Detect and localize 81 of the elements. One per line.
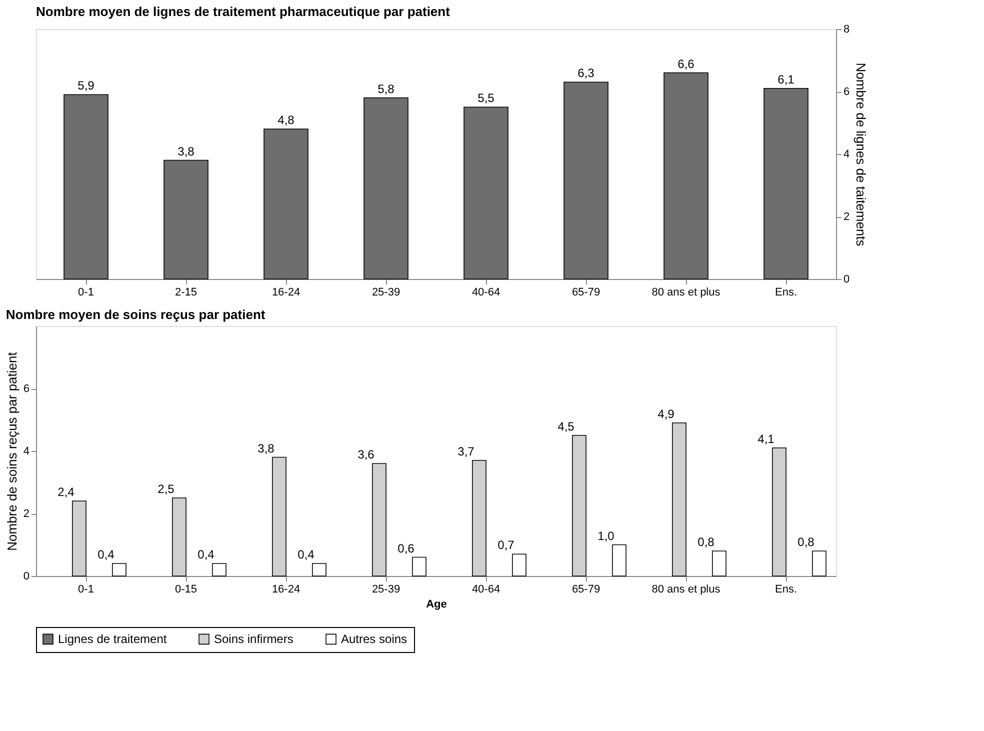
bar — [364, 97, 408, 280]
bar — [272, 456, 286, 576]
bar — [164, 160, 208, 280]
data-label: 0,4 — [198, 548, 215, 562]
chart-title: Nombre moyen de lignes de traitement pharmaceutique par patient — [36, 4, 451, 19]
bar — [72, 500, 86, 576]
data-label: 0,4 — [98, 548, 115, 562]
y-axis-title: Nombre de soins reçus par patient — [4, 352, 20, 551]
x-tick-label: 80 ans et plus — [652, 584, 721, 596]
x-tick-label: 16-24 — [272, 584, 300, 596]
bar — [172, 497, 186, 576]
data-label: 5,8 — [378, 82, 395, 96]
data-label: 3,8 — [258, 441, 275, 456]
data-label: 0,7 — [498, 538, 515, 552]
data-label: 4,8 — [278, 113, 295, 127]
bar — [712, 550, 726, 576]
x-tick-label: 40-64 — [472, 584, 500, 596]
y-tick-label: 0 — [23, 570, 30, 582]
y2-tick-label: 0 — [844, 274, 850, 286]
data-label: 6,3 — [578, 66, 595, 80]
data-label: 2,4 — [58, 485, 75, 499]
bar — [612, 544, 626, 576]
data-label: 5,5 — [478, 91, 495, 106]
data-label: 2,5 — [158, 482, 175, 496]
bar — [564, 82, 608, 280]
chart-title: Nombre moyen de soins reçus par patient — [6, 307, 266, 322]
bar — [412, 556, 426, 576]
x-tick-label: Ens. — [774, 286, 798, 298]
legend-label: Lignes de traitement — [58, 632, 168, 646]
y2-axis-title: Nombre de lignes de taitements — [854, 62, 869, 247]
x-tick-label: 0-1 — [78, 286, 94, 298]
x-tick-label: 80 ans et plus — [652, 286, 721, 298]
y-tick-label: 6 — [23, 383, 30, 395]
data-label: 6,6 — [678, 56, 695, 71]
y2-tick-label: 4 — [844, 148, 850, 160]
y-tick-label: 4 — [23, 446, 30, 458]
data-label: 3,6 — [358, 448, 375, 462]
data-label: 5,9 — [78, 78, 95, 93]
bar — [112, 563, 126, 576]
x-tick-label: 40-64 — [472, 286, 500, 298]
y2-tick-label: 2 — [844, 211, 850, 223]
data-label: 3,7 — [458, 444, 475, 458]
x-axis-title: Age — [426, 598, 447, 610]
x-tick-label: 0-1 — [78, 584, 94, 596]
legend-label: Soins infirmers — [214, 632, 294, 646]
data-label: 4,1 — [758, 432, 775, 446]
x-tick-label: 25-39 — [372, 584, 400, 596]
bar — [512, 554, 526, 576]
y2-tick-label: 8 — [844, 24, 850, 36]
bar — [764, 88, 808, 280]
data-label: 0,6 — [398, 541, 415, 556]
bar — [664, 72, 708, 280]
data-label: 3,8 — [178, 144, 195, 158]
data-label: 0,8 — [698, 535, 715, 549]
bar — [312, 563, 326, 576]
y-tick-label: 2 — [23, 508, 30, 520]
data-label: 4,5 — [558, 419, 575, 434]
data-label: 1,0 — [598, 528, 615, 543]
y2-tick-label: 6 — [844, 86, 850, 98]
x-tick-label: 25-39 — [372, 286, 400, 298]
data-label: 6,1 — [778, 72, 795, 86]
x-tick-label: 65-79 — [572, 286, 600, 298]
bar — [264, 128, 308, 280]
x-tick-label: 2-15 — [174, 286, 198, 298]
data-label: 0,4 — [298, 548, 315, 562]
bar — [212, 563, 226, 576]
bar — [372, 463, 386, 576]
bar — [572, 434, 586, 576]
data-label: 0,8 — [798, 535, 815, 549]
x-tick-label: 65-79 — [572, 584, 600, 596]
bar — [772, 447, 786, 576]
bar — [64, 94, 108, 280]
bar — [812, 550, 826, 576]
bar — [472, 460, 486, 576]
x-tick-label: Ens. — [774, 584, 798, 596]
bar — [464, 106, 508, 280]
x-tick-label: 16-24 — [272, 286, 300, 298]
bar — [672, 422, 686, 576]
x-tick-label: 0-15 — [174, 584, 198, 596]
legend-label: Autres soins — [341, 632, 408, 646]
data-label: 4,9 — [658, 406, 675, 421]
